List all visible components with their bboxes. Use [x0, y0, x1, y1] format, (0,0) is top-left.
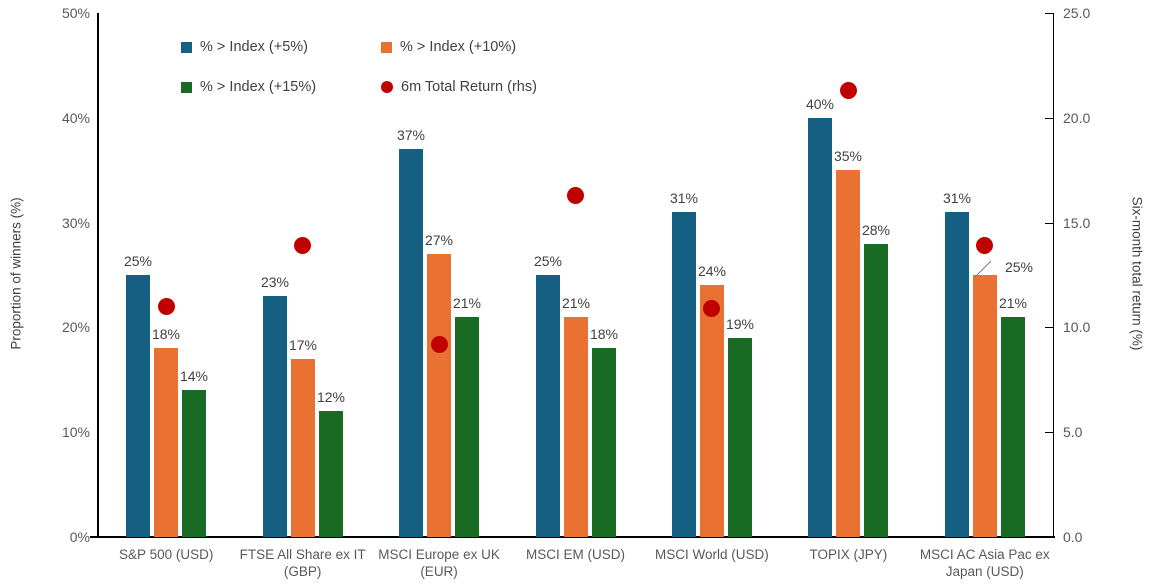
- legend-label: 6m Total Return (rhs): [401, 79, 537, 95]
- return-dot-cat7: [976, 237, 993, 254]
- y-tick-label-right: 5.0: [1063, 424, 1083, 441]
- return-dot-cat5: [703, 300, 720, 317]
- bar-series2-cat4: [564, 317, 588, 537]
- left-axis-title: Proportion of winners (%): [8, 197, 24, 350]
- legend-item-index-plus15: % > Index (+15%): [181, 79, 381, 95]
- bar-value-label: 12%: [316, 389, 346, 405]
- legend-item-index-plus10: % > Index (+10%): [381, 39, 661, 55]
- bar-value-label: 31%: [942, 190, 972, 206]
- bar-value-label: 35%: [833, 148, 863, 164]
- bar-value-label: 19%: [725, 316, 755, 332]
- bar-series1-cat3: [399, 149, 423, 537]
- right-axis-title: Six-month total return (%): [1129, 196, 1145, 351]
- y-tick-label-left: 20%: [61, 319, 90, 336]
- bar-series3-cat3: [455, 317, 479, 537]
- bar-value-label: 27%: [424, 232, 454, 248]
- bar-series1-cat6: [808, 118, 832, 537]
- right-axis-tick: [1045, 223, 1053, 224]
- bar-value-label: 37%: [396, 127, 426, 143]
- y-tick-label-right: 20.0: [1063, 109, 1091, 126]
- legend-item-6m-total-return: 6m Total Return (rhs): [381, 79, 661, 95]
- bar-series1-cat5: [672, 212, 696, 537]
- legend-label: % > Index (+15%): [200, 79, 317, 95]
- category-label: MSCI Europe ex UK (EUR): [378, 547, 500, 579]
- legend-item-index-plus5: % > Index (+5%): [181, 39, 381, 55]
- bar-series2-cat5: [700, 285, 724, 537]
- return-dot-cat3: [431, 336, 448, 353]
- right-axis-tick: [1045, 13, 1053, 14]
- return-dot-cat6: [840, 82, 857, 99]
- y-tick-label-left: 30%: [61, 214, 90, 231]
- bar-series2-cat3: [427, 254, 451, 537]
- red-circle-icon: [381, 81, 393, 93]
- bar-value-label: 40%: [805, 96, 835, 112]
- legend-label: % > Index (+5%): [200, 39, 308, 55]
- y-tick-label-right: 25.0: [1063, 5, 1091, 21]
- left-axis-line: [97, 13, 99, 537]
- right-axis-tick: [1045, 537, 1053, 538]
- y-tick-label-left: 0%: [69, 529, 90, 545]
- bar-value-label: 21%: [561, 295, 591, 311]
- bar-series2-cat2: [291, 359, 315, 537]
- right-axis-tick: [1045, 118, 1053, 119]
- bar-series1-cat7: [945, 212, 969, 537]
- y-tick-label-right: 0.0: [1063, 529, 1083, 545]
- bar-value-label: 25%: [123, 253, 153, 269]
- bar-series1-cat1: [126, 275, 150, 537]
- green-square-icon: [181, 81, 192, 93]
- bar-value-label: 24%: [697, 263, 727, 279]
- category-label: MSCI EM (USD): [526, 547, 625, 562]
- bar-series2-cat7: [973, 275, 997, 537]
- bar-series3-cat2: [319, 411, 343, 537]
- return-dot-cat1: [158, 298, 175, 315]
- bar-value-label: 21%: [452, 295, 482, 311]
- right-axis-tick: [1045, 327, 1053, 328]
- bar-series3-cat5: [728, 338, 752, 537]
- bar-value-label: 25%: [1004, 259, 1034, 275]
- legend: % > Index (+5%) % > Index (+10%) % > Ind…: [181, 39, 661, 95]
- bar-series3-cat1: [182, 390, 206, 537]
- bar-value-label: 25%: [533, 253, 563, 269]
- orange-square-icon: [381, 41, 392, 53]
- category-label: MSCI AC Asia Pac ex Japan (USD): [919, 547, 1050, 579]
- bar-series3-cat6: [864, 244, 888, 537]
- category-label: S&P 500 (USD): [119, 547, 214, 562]
- blue-square-icon: [181, 41, 192, 53]
- y-tick-label-left: 50%: [61, 5, 90, 21]
- label-leader-line: [974, 260, 992, 278]
- bar-value-label: 14%: [179, 368, 209, 384]
- bar-value-label: 21%: [998, 295, 1028, 311]
- y-tick-label-right: 10.0: [1063, 319, 1091, 336]
- y-tick-label-left: 40%: [61, 109, 90, 126]
- bar-series1-cat4: [536, 275, 560, 537]
- bar-series1-cat2: [263, 296, 287, 537]
- legend-label: % > Index (+10%): [400, 39, 517, 55]
- category-label: FTSE All Share ex IT (GBP): [239, 547, 366, 579]
- x-axis-origin-tick: [90, 536, 98, 538]
- bar-value-label: 17%: [288, 337, 318, 353]
- right-axis-tick: [1045, 432, 1053, 433]
- bar-series3-cat4: [592, 348, 616, 537]
- bar-value-label: 23%: [260, 274, 290, 290]
- bar-series2-cat1: [154, 348, 178, 537]
- bar-value-label: 28%: [861, 222, 891, 238]
- bar-value-label: 18%: [151, 326, 181, 342]
- y-tick-label-left: 10%: [61, 424, 90, 441]
- bar-series2-cat6: [836, 170, 860, 537]
- x-axis-line: [90, 536, 1055, 538]
- right-axis-line: [1053, 13, 1054, 537]
- bar-series3-cat7: [1001, 317, 1025, 537]
- return-dot-cat4: [567, 187, 584, 204]
- category-label: MSCI World (USD): [655, 547, 769, 562]
- bar-value-label: 18%: [589, 326, 619, 342]
- return-dot-cat2: [294, 237, 311, 254]
- y-tick-label-right: 15.0: [1063, 214, 1091, 231]
- category-label: TOPIX (JPY): [809, 547, 888, 562]
- bar-value-label: 31%: [669, 190, 699, 206]
